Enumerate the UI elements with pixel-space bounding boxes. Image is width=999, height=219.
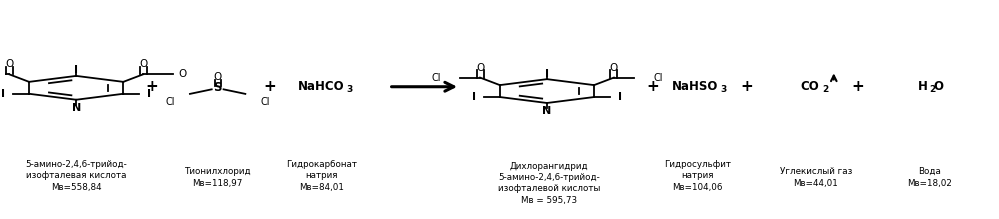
Text: N: N [72, 103, 81, 113]
Text: Cl: Cl [653, 72, 663, 83]
Text: Cl: Cl [431, 72, 441, 83]
Text: 3: 3 [720, 85, 726, 94]
Text: O: O [934, 80, 944, 93]
Text: CO: CO [800, 80, 819, 93]
Text: I: I [617, 92, 621, 102]
Text: O: O [5, 59, 13, 69]
Text: +: + [740, 79, 753, 94]
Text: O: O [179, 69, 187, 79]
Text: I: I [74, 65, 78, 75]
Text: +: + [851, 79, 864, 94]
Text: Гидрокарбонат
натрия
Мв=84,01: Гидрокарбонат натрия Мв=84,01 [286, 160, 357, 192]
Text: O: O [609, 63, 618, 73]
Text: O: O [214, 72, 222, 81]
Text: O: O [476, 63, 485, 73]
Text: Cl: Cl [261, 97, 270, 107]
Text: Вода
Мв=18,02: Вода Мв=18,02 [907, 167, 952, 187]
Text: NaHSO: NaHSO [672, 80, 718, 93]
Text: Гидросульфит
натрия
Мв=104,06: Гидросульфит натрия Мв=104,06 [663, 160, 731, 192]
Text: NaHCO: NaHCO [298, 80, 345, 93]
Text: 5-амино-2,4,6-трийод-
изофталевая кислота
Мв=558,84: 5-амино-2,4,6-трийод- изофталевая кислот… [25, 160, 127, 192]
Text: +: + [145, 79, 158, 94]
Text: S: S [214, 81, 222, 94]
Text: Дихлорангидрид
5-амино-2,4,6-трийод-
изофталевой кислоты
Мв = 595,73: Дихлорангидрид 5-амино-2,4,6-трийод- изо… [498, 162, 600, 205]
Text: I: I [473, 92, 477, 102]
Text: I: I [1, 89, 5, 99]
Text: I: I [147, 89, 151, 99]
Text: 2: 2 [822, 85, 828, 94]
Text: I: I [545, 69, 549, 78]
Text: 3: 3 [346, 85, 353, 94]
Text: O: O [139, 59, 147, 69]
Text: H: H [918, 80, 928, 93]
Text: +: + [264, 79, 277, 94]
Text: 2: 2 [929, 85, 936, 94]
Text: +: + [646, 79, 659, 94]
Text: Тионилхлорид
Мв=118,97: Тионилхлорид Мв=118,97 [185, 167, 251, 187]
Text: N: N [542, 106, 551, 116]
Text: Углекислый газ
Мв=44,01: Углекислый газ Мв=44,01 [780, 167, 852, 187]
Text: Cl: Cl [166, 97, 175, 107]
